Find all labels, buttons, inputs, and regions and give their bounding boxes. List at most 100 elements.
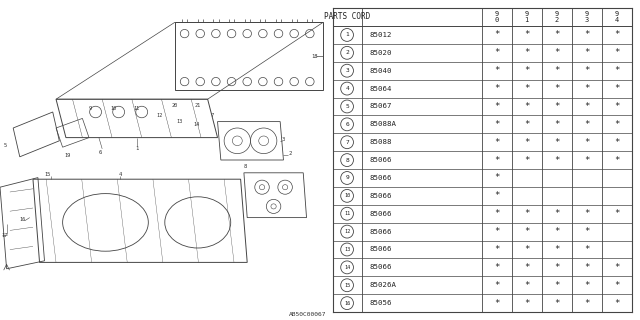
Text: 4: 4 bbox=[118, 172, 122, 177]
Text: *: * bbox=[554, 138, 559, 147]
Text: *: * bbox=[524, 263, 529, 272]
Text: *: * bbox=[494, 281, 499, 290]
Text: *: * bbox=[554, 263, 559, 272]
Text: *: * bbox=[494, 299, 499, 308]
Text: *: * bbox=[524, 227, 529, 236]
Text: 6: 6 bbox=[99, 149, 102, 155]
Text: *: * bbox=[584, 209, 589, 218]
Text: *: * bbox=[584, 263, 589, 272]
Text: 85088A: 85088A bbox=[369, 121, 396, 127]
Text: *: * bbox=[494, 245, 499, 254]
Text: 17: 17 bbox=[2, 233, 8, 238]
Text: *: * bbox=[524, 299, 529, 308]
Text: *: * bbox=[584, 84, 589, 93]
Text: *: * bbox=[524, 102, 529, 111]
Text: *: * bbox=[554, 227, 559, 236]
Text: 6: 6 bbox=[345, 122, 349, 127]
Text: *: * bbox=[554, 84, 559, 93]
Text: 5: 5 bbox=[345, 104, 349, 109]
Text: *: * bbox=[554, 299, 559, 308]
Text: *: * bbox=[554, 48, 559, 57]
Text: *: * bbox=[554, 120, 559, 129]
Text: *: * bbox=[494, 66, 499, 75]
Text: *: * bbox=[524, 245, 529, 254]
Text: *: * bbox=[614, 138, 620, 147]
Text: 2: 2 bbox=[345, 50, 349, 55]
Text: 20: 20 bbox=[172, 103, 178, 108]
Text: *: * bbox=[614, 102, 620, 111]
Text: 3: 3 bbox=[345, 68, 349, 73]
Text: *: * bbox=[614, 120, 620, 129]
Text: 11: 11 bbox=[134, 106, 140, 111]
Text: 16: 16 bbox=[20, 217, 26, 222]
Text: 13: 13 bbox=[344, 247, 350, 252]
Text: *: * bbox=[584, 102, 589, 111]
Text: *: * bbox=[494, 156, 499, 164]
Text: *: * bbox=[494, 209, 499, 218]
Text: *: * bbox=[554, 209, 559, 218]
Text: 9
3: 9 3 bbox=[585, 11, 589, 23]
Text: *: * bbox=[524, 209, 529, 218]
Text: *: * bbox=[494, 138, 499, 147]
Text: *: * bbox=[614, 263, 620, 272]
Text: *: * bbox=[584, 48, 589, 57]
Text: *: * bbox=[494, 48, 499, 57]
Text: 7: 7 bbox=[345, 140, 349, 145]
Text: 4: 4 bbox=[345, 86, 349, 91]
Text: *: * bbox=[494, 30, 499, 39]
Text: 85012: 85012 bbox=[369, 32, 392, 38]
Text: 9
2: 9 2 bbox=[555, 11, 559, 23]
Text: 85066: 85066 bbox=[369, 246, 392, 252]
Text: 10: 10 bbox=[344, 193, 350, 198]
Text: 15: 15 bbox=[344, 283, 350, 288]
Text: 85066: 85066 bbox=[369, 211, 392, 217]
Text: 9
0: 9 0 bbox=[495, 11, 499, 23]
Text: *: * bbox=[494, 173, 499, 182]
Text: *: * bbox=[524, 48, 529, 57]
Text: *: * bbox=[614, 209, 620, 218]
Text: 7: 7 bbox=[211, 113, 214, 118]
Text: *: * bbox=[614, 66, 620, 75]
Text: *: * bbox=[584, 227, 589, 236]
Text: *: * bbox=[554, 281, 559, 290]
Text: *: * bbox=[614, 30, 620, 39]
Text: 12: 12 bbox=[344, 229, 350, 234]
Text: 16: 16 bbox=[344, 300, 350, 306]
Text: *: * bbox=[614, 156, 620, 164]
Text: 3: 3 bbox=[282, 137, 285, 142]
Text: 9: 9 bbox=[345, 175, 349, 180]
Text: *: * bbox=[584, 245, 589, 254]
Text: 85040: 85040 bbox=[369, 68, 392, 74]
Text: 85066: 85066 bbox=[369, 264, 392, 270]
Text: *: * bbox=[554, 102, 559, 111]
Text: 85066: 85066 bbox=[369, 193, 392, 199]
Text: *: * bbox=[494, 191, 499, 200]
Text: 19: 19 bbox=[64, 153, 70, 158]
Text: *: * bbox=[554, 30, 559, 39]
Text: *: * bbox=[614, 84, 620, 93]
Text: *: * bbox=[554, 156, 559, 164]
Text: 14: 14 bbox=[193, 122, 199, 127]
Text: 85067: 85067 bbox=[369, 103, 392, 109]
Text: 8: 8 bbox=[244, 164, 247, 169]
Text: 85056: 85056 bbox=[369, 300, 392, 306]
Text: 85066: 85066 bbox=[369, 175, 392, 181]
Text: *: * bbox=[494, 120, 499, 129]
Text: 10: 10 bbox=[111, 106, 117, 111]
Text: *: * bbox=[584, 156, 589, 164]
Text: 21: 21 bbox=[195, 103, 201, 108]
Text: 14: 14 bbox=[344, 265, 350, 270]
Text: *: * bbox=[524, 281, 529, 290]
Text: 12: 12 bbox=[157, 113, 163, 118]
Text: 11: 11 bbox=[344, 211, 350, 216]
Text: *: * bbox=[524, 66, 529, 75]
Text: *: * bbox=[524, 156, 529, 164]
Text: *: * bbox=[584, 299, 589, 308]
Text: 13: 13 bbox=[177, 119, 183, 124]
Text: *: * bbox=[494, 102, 499, 111]
Text: *: * bbox=[524, 30, 529, 39]
Text: 85088: 85088 bbox=[369, 139, 392, 145]
Text: 5: 5 bbox=[3, 143, 6, 148]
Text: *: * bbox=[584, 66, 589, 75]
Text: *: * bbox=[524, 84, 529, 93]
